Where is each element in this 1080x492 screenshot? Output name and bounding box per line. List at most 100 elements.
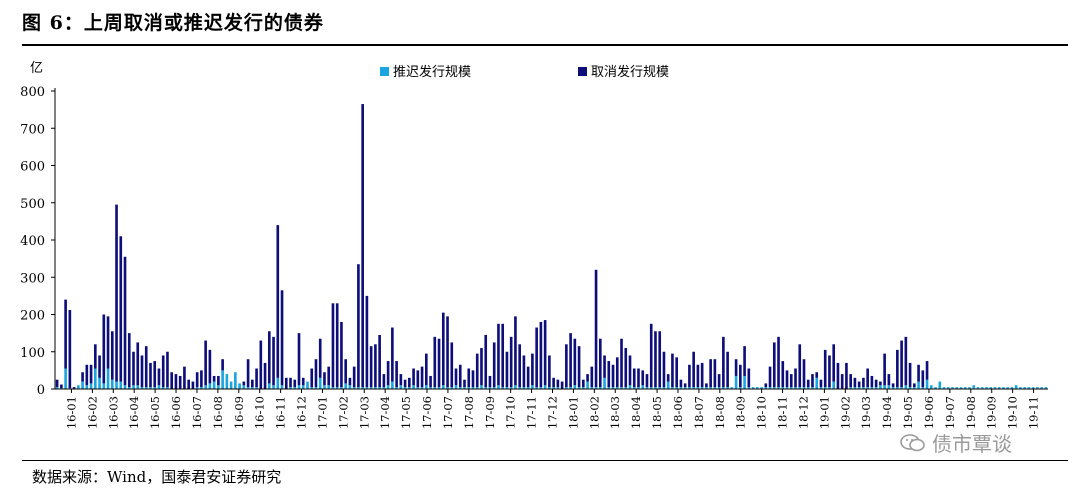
bar-cancelled	[531, 353, 534, 386]
x-tick-label: 16-03	[106, 396, 120, 429]
bar-cancelled	[921, 370, 925, 388]
bar-delayed	[1019, 387, 1022, 389]
bar-delayed	[242, 385, 246, 389]
bar-delayed	[497, 385, 500, 389]
bar-cancelled	[913, 383, 916, 388]
bar-cancelled	[467, 368, 471, 388]
x-tick-label: 16-04	[127, 396, 141, 429]
bar-cancelled	[378, 334, 381, 388]
bar-cancelled	[611, 364, 615, 388]
bar-delayed	[110, 379, 114, 389]
bar-delayed	[204, 385, 207, 389]
bar-delayed	[1002, 387, 1005, 389]
bar-cancelled	[845, 362, 848, 389]
bar-delayed	[144, 387, 148, 389]
bar-delayed	[327, 385, 331, 389]
bar-cancelled	[335, 303, 339, 388]
bar-cancelled	[700, 362, 704, 388]
bar-delayed	[331, 387, 335, 389]
y-tick-label: 0	[37, 383, 45, 398]
bar-delayed	[925, 379, 929, 389]
bar-delayed	[985, 387, 988, 389]
bar-cancelled	[166, 351, 169, 388]
bar-delayed	[280, 385, 284, 389]
bar-delayed	[335, 387, 339, 389]
bar-delayed	[734, 375, 738, 389]
bar-delayed	[857, 387, 861, 389]
bar-cancelled	[251, 379, 254, 388]
bar-cancelled	[539, 321, 543, 388]
bar-cancelled	[369, 346, 373, 388]
bar-delayed	[565, 387, 568, 389]
bar-delayed	[751, 387, 755, 389]
bar-delayed	[989, 387, 993, 389]
y-axis-unit-label: 亿	[30, 61, 43, 76]
bar-delayed	[93, 368, 97, 389]
x-tick-label: 19-06	[922, 396, 936, 429]
bar-cancelled	[267, 331, 271, 384]
bar-cancelled	[717, 374, 721, 388]
bar-cancelled	[416, 370, 420, 388]
bar-cancelled	[352, 366, 356, 388]
bar-delayed	[671, 387, 674, 389]
bar-delayed	[132, 385, 135, 389]
bar-cancelled	[777, 336, 780, 388]
title-rule	[22, 44, 1068, 46]
legend-label-delayed: 推迟发行规模	[393, 64, 471, 80]
x-tick-label: 18-08	[713, 396, 727, 429]
bar-cancelled	[505, 351, 509, 388]
bar-delayed	[679, 387, 683, 389]
bar-cancelled	[535, 327, 538, 388]
bar-cancelled	[785, 370, 789, 388]
bar-delayed	[225, 374, 229, 389]
bar-cancelled	[688, 364, 691, 388]
bar-delayed	[798, 387, 802, 389]
bar-delayed	[760, 387, 763, 389]
bar-delayed	[318, 377, 322, 389]
bar-cancelled	[408, 377, 411, 388]
bar-cancelled	[917, 364, 920, 382]
bar-delayed	[408, 387, 411, 389]
bar-delayed	[64, 368, 67, 389]
bar-cancelled	[649, 323, 653, 388]
bar-cancelled	[548, 355, 551, 388]
figure-title: 图 6：上周取消或推迟发行的债券	[22, 12, 324, 34]
bar-cancelled	[386, 361, 390, 386]
bar-delayed	[603, 377, 606, 389]
bar-cancelled	[632, 368, 636, 388]
legend-label-cancelled: 取消发行规模	[591, 64, 669, 80]
bar-cancelled	[492, 342, 496, 388]
bar-cancelled	[620, 338, 623, 388]
bar-cancelled	[64, 299, 67, 369]
bar-delayed	[467, 387, 471, 389]
bar-cancelled	[815, 372, 819, 378]
bar-delayed	[709, 387, 712, 389]
x-tick-label: 17-04	[378, 396, 392, 429]
y-tick-label: 300	[20, 271, 45, 286]
bar-delayed	[832, 381, 836, 389]
bar-cancelled	[263, 362, 267, 389]
bar-cancelled	[671, 353, 674, 388]
y-tick-label: 600	[20, 160, 45, 175]
bar-delayed	[208, 383, 212, 389]
x-tick-label: 18-04	[629, 396, 643, 429]
bar-cancelled	[811, 374, 814, 388]
bar-cancelled	[891, 383, 895, 388]
bar-cancelled	[149, 362, 152, 388]
bar-cancelled	[55, 379, 59, 388]
bar-cancelled	[768, 366, 772, 388]
bar-delayed	[539, 387, 543, 389]
bar-cancelled	[463, 379, 466, 388]
bar-delayed	[726, 387, 729, 389]
bar-delayed	[306, 381, 309, 389]
legend-swatch-delayed	[380, 67, 389, 76]
bar-delayed	[853, 387, 857, 389]
bar-delayed	[480, 385, 483, 389]
bar-delayed	[624, 387, 628, 389]
bar-series-group	[55, 104, 1048, 389]
bar-cancelled	[904, 336, 908, 386]
bar-delayed	[450, 387, 454, 389]
bar-delayed	[153, 387, 157, 389]
bar-cancelled	[280, 290, 284, 386]
bar-delayed	[934, 387, 937, 389]
